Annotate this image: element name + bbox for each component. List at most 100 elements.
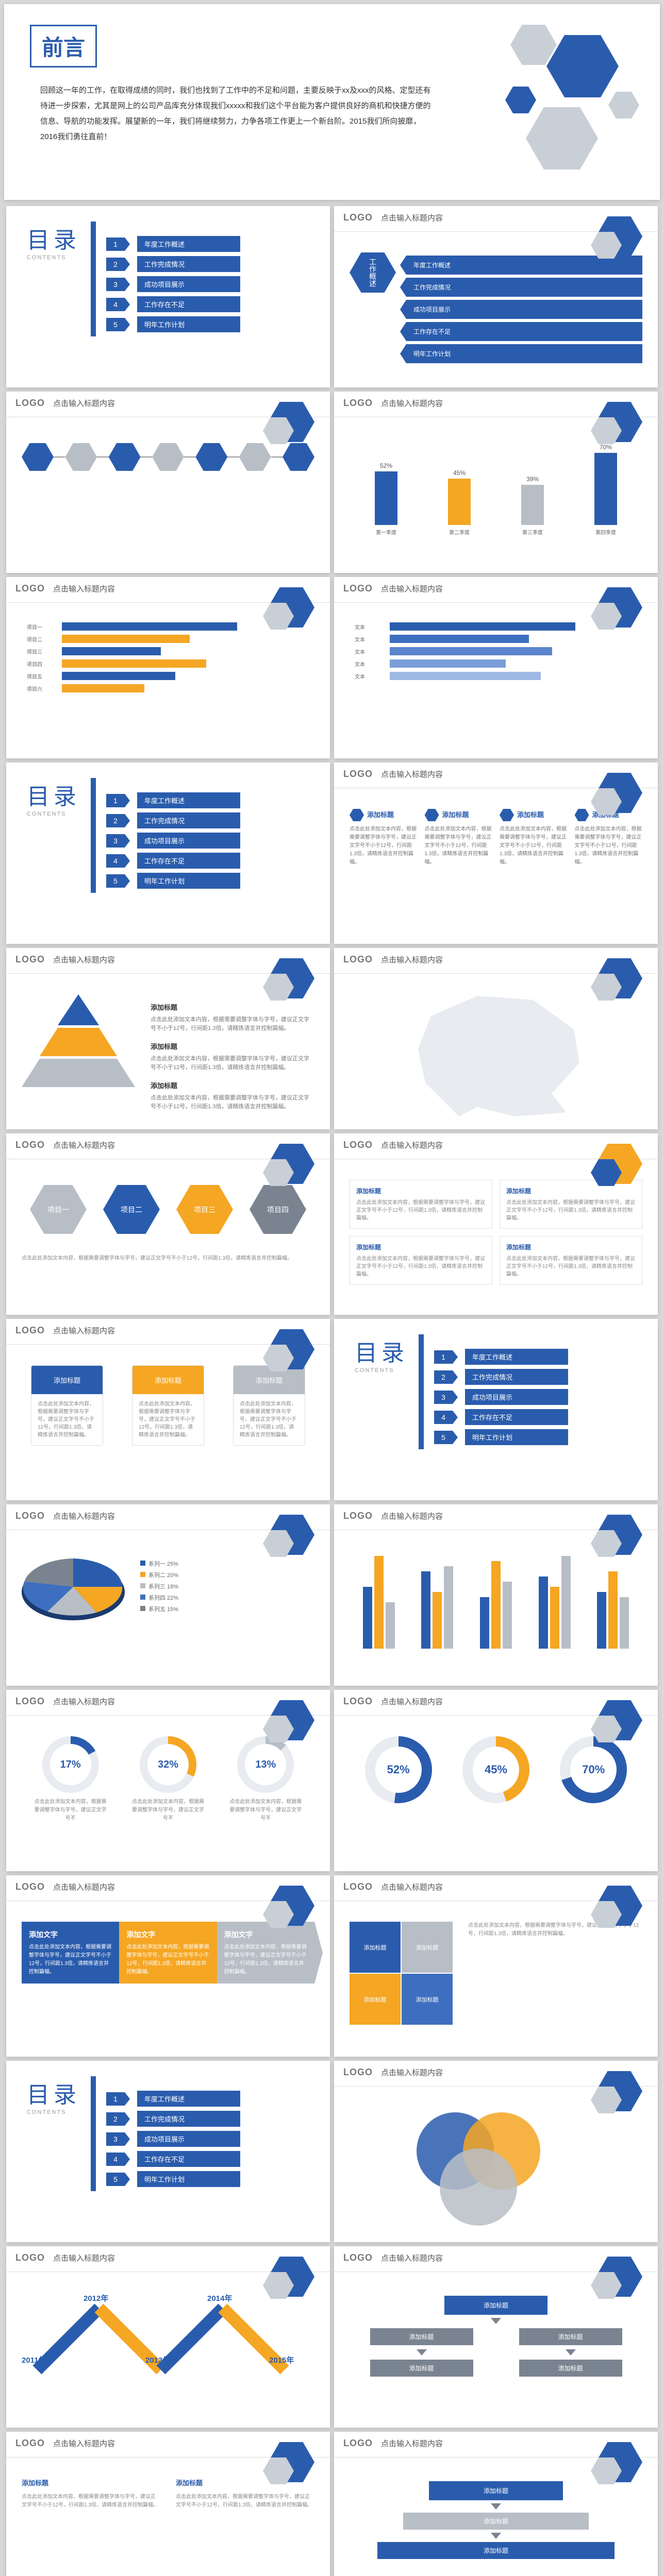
info-col-h: 添加标题 — [350, 809, 418, 821]
pyramid-row-h: 添加标题 — [151, 1003, 314, 1013]
arrows-slide: LOGO点击输入标题内容 添加文字点击此处添加文本内容，根据需要调整字体与字号，… — [6, 1875, 330, 2057]
slide-title: 点击输入标题内容 — [53, 1140, 115, 1150]
section-hex: 工作概述 — [350, 252, 396, 293]
contents-num: 4 — [106, 2153, 125, 2166]
timeline-node — [152, 443, 184, 471]
contents-item: 1年度工作概述 — [106, 236, 240, 252]
step-hex: 项目二 — [103, 1185, 160, 1234]
logo: LOGO — [343, 583, 373, 594]
grp-bar — [539, 1577, 548, 1649]
contents-item: 2工作完成情况 — [434, 1369, 568, 1385]
grpbars-slide: LOGO点击输入标题内容 — [334, 1504, 658, 1686]
contents-label: 工作完成情况 — [137, 2111, 240, 2127]
hbar-label: 文本 — [355, 660, 386, 668]
vbar-fill — [521, 485, 544, 525]
road-year: 2015年 — [269, 2354, 294, 2365]
contents-num: 4 — [106, 854, 125, 868]
vbar: 70%第四季度 — [594, 444, 617, 536]
logo: LOGO — [343, 1696, 373, 1707]
logo: LOGO — [343, 2252, 373, 2263]
contents-num: 3 — [106, 278, 125, 291]
contents-item: 3成功项目展示 — [106, 2131, 240, 2147]
grid-cell-h: 添加标题 — [506, 1187, 636, 1196]
legend-item: 系列二 20% — [140, 1570, 178, 1581]
map-slide: LOGO点击输入标题内容 — [334, 948, 658, 1129]
legend-item: 系列三 18% — [140, 1581, 178, 1592]
stub-body: 点击此处添加文本内容，根据需要调整字体与字号，建议正文字号不小于12号，行间距1… — [132, 1394, 204, 1445]
contents-label: 工作完成情况 — [137, 256, 240, 272]
contents-label: 年度工作概述 — [137, 2091, 240, 2107]
flow-node: 添加标题 — [370, 2360, 473, 2377]
grp-bar — [363, 1587, 372, 1649]
contents-label: 年度工作概述 — [137, 236, 240, 252]
contents-item: 4工作存在不足 — [106, 296, 240, 312]
logo: LOGO — [343, 1511, 373, 1521]
logo: LOGO — [15, 398, 45, 409]
logo: LOGO — [15, 1511, 45, 1521]
hbar-label: 文本 — [355, 672, 386, 680]
donut: 70% — [560, 1736, 627, 1803]
contents-num: 3 — [106, 2132, 125, 2146]
pyramid-row: 添加标题点击此处添加文本内容，根据需要调整字体与字号，建议正文字号不小于12号，… — [151, 1003, 314, 1033]
contents-sub: CONTENTS — [27, 2109, 80, 2115]
timeline-line — [184, 456, 195, 457]
contents-label: 明年工作计划 — [465, 1429, 568, 1445]
bracket-item: 工作完成情况 — [406, 278, 642, 297]
vbar-label: 第二季度 — [449, 528, 470, 536]
contents-item: 2 工作完成情况 — [106, 812, 240, 828]
slide-title: 点击输入标题内容 — [53, 2252, 115, 2263]
slide-title: 点击输入标题内容 — [381, 583, 443, 594]
hbar-label: 文本 — [355, 635, 386, 643]
hbar: 项目二 — [27, 635, 309, 643]
contents-list: 1年度工作概述2工作完成情况3成功项目展示4工作存在不足5明年工作计划 — [106, 788, 240, 893]
hbar: 项目六 — [27, 684, 309, 692]
vbar-fill — [375, 471, 397, 525]
bracket-item: 明年工作计划 — [406, 344, 642, 363]
legend-item: 系列五 15% — [140, 1604, 178, 1615]
contents-list: 1年度工作概述2工作完成情况3成功项目展示4工作存在不足5明年工作计划 — [106, 232, 240, 336]
logo: LOGO — [343, 2438, 373, 2449]
arrow-box: 添加文字点击此处添加文本内容，根据需要调整字体与字号，建议正文字号不小于12号，… — [22, 1922, 119, 1984]
slide-title: 点击输入标题内容 — [53, 1511, 115, 1521]
hbar: 项目五 — [27, 672, 309, 680]
timeline-node — [283, 443, 314, 471]
arrow-box: 添加文字点击此处添加文本内容，根据需要调整字体与字号，建议正文字号不小于12号，… — [217, 1922, 314, 1984]
slide-title: 点击输入标题内容 — [381, 212, 443, 223]
grp-bar — [608, 1571, 618, 1649]
flow-node: 添加标题 — [519, 2360, 622, 2377]
flow-node: 添加标题 — [370, 2328, 473, 2345]
timeline-node — [239, 443, 271, 471]
contents-title: 目录 — [27, 2076, 80, 2109]
logo: LOGO — [15, 2252, 45, 2263]
vbar: 52%第一季度 — [375, 462, 397, 536]
bar-group — [480, 1561, 512, 1649]
hbar-fill — [390, 647, 552, 655]
info-col: 添加标题点击此处添加文本内容，根据需要调整字体与字号，建议正文字号不小于12号，… — [350, 809, 418, 867]
contents-slide-2: 目录CONTENTS 1年度工作概述2工作完成情况3成功项目展示4工作存在不足5… — [6, 762, 330, 944]
grp-bar — [421, 1571, 430, 1649]
hbar-fill — [62, 659, 206, 668]
puzzle-grid: 添加标题添加标题添加标题添加标题 — [350, 1922, 453, 2025]
hbar: 项目三 — [27, 647, 309, 655]
puzzle-piece: 添加标题 — [350, 1922, 401, 1973]
bracket-item: 成功项目展示 — [406, 300, 642, 319]
logo: LOGO — [343, 2067, 373, 2078]
contents-label: 成功项目展示 — [137, 833, 240, 849]
hbar-label: 项目六 — [27, 685, 58, 692]
pyramid-row-h: 添加标题 — [151, 1042, 314, 1053]
contents-item: 3成功项目展示 — [434, 1389, 568, 1405]
hbar: 项目一 — [27, 622, 309, 631]
timeline-line — [141, 456, 152, 457]
contents-label: 工作完成情况 — [137, 812, 240, 828]
pct-slide: LOGO点击输入标题内容 17%点击此处添加文本内容，根据需要调整字体与字号，建… — [6, 1690, 330, 1871]
slide-title: 点击输入标题内容 — [381, 769, 443, 779]
donut-label: 52% — [365, 1736, 432, 1803]
grp-bar — [620, 1597, 629, 1649]
stub-body: 点击此处添加文本内容，根据需要调整字体与字号，建议正文字号不小于12号，行间距1… — [31, 1394, 103, 1445]
contents-label: 成功项目展示 — [465, 1389, 568, 1405]
pills-slide: LOGO点击输入标题内容 添加标题点击此处添加文本内容，根据需要调整字体与字号，… — [334, 1133, 658, 1315]
contents-num: 2 — [106, 814, 125, 827]
stubs-slide: LOGO点击输入标题内容 添加标题点击此处添加文本内容，根据需要调整字体与字号，… — [6, 1319, 330, 1500]
pct-text: 点击此处添加文本内容，根据需要调整字体与字号，建议正文字号不 — [229, 1798, 302, 1823]
pct-circle: 32%点击此处添加文本内容，根据需要调整字体与字号，建议正文字号不 — [132, 1736, 204, 1823]
